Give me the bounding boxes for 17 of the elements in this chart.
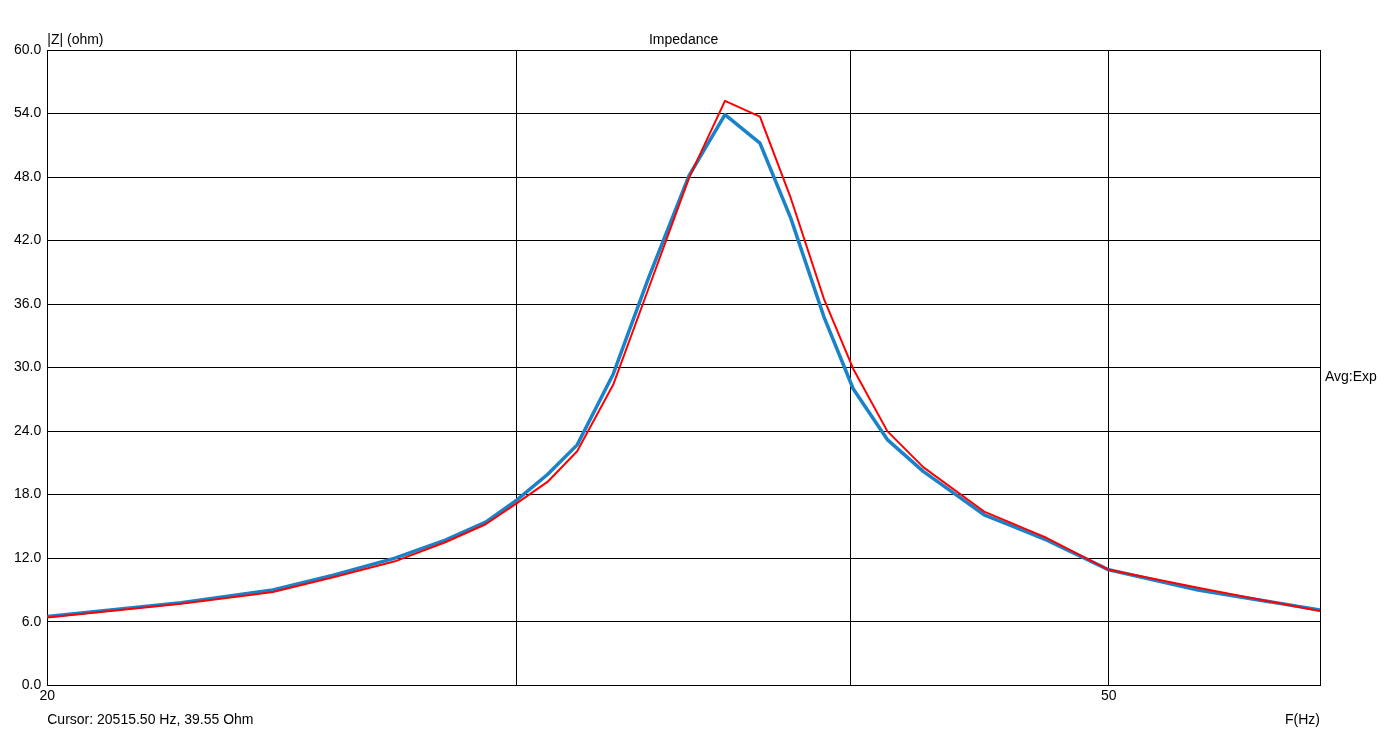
y-tick-label: 60.0 bbox=[14, 40, 42, 57]
y-tick-label: 6.0 bbox=[21, 612, 42, 629]
x-axis-title: F(Hz) bbox=[1285, 711, 1320, 728]
x-tick-label: 50 bbox=[1100, 687, 1117, 704]
chart-title: Impedance bbox=[648, 30, 719, 47]
x-tick-label: 20 bbox=[39, 687, 56, 704]
y-tick-label: 54.0 bbox=[14, 104, 42, 121]
y-axis-title: |Z| (ohm) bbox=[47, 30, 104, 47]
y-tick-label: 48.0 bbox=[14, 167, 42, 184]
y-tick-label: 18.0 bbox=[14, 485, 42, 502]
y-tick-label: 30.0 bbox=[14, 358, 42, 375]
y-tick-label: 42.0 bbox=[14, 231, 42, 248]
y-tick-label: 12.0 bbox=[14, 549, 42, 566]
text: Avg:Exp bbox=[1325, 368, 1378, 385]
y-tick-label: 24.0 bbox=[14, 421, 42, 438]
y-tick-label: 36.0 bbox=[14, 294, 42, 311]
text: Cursor: 20515.50 Hz, 39.55 Ohm bbox=[47, 711, 254, 728]
